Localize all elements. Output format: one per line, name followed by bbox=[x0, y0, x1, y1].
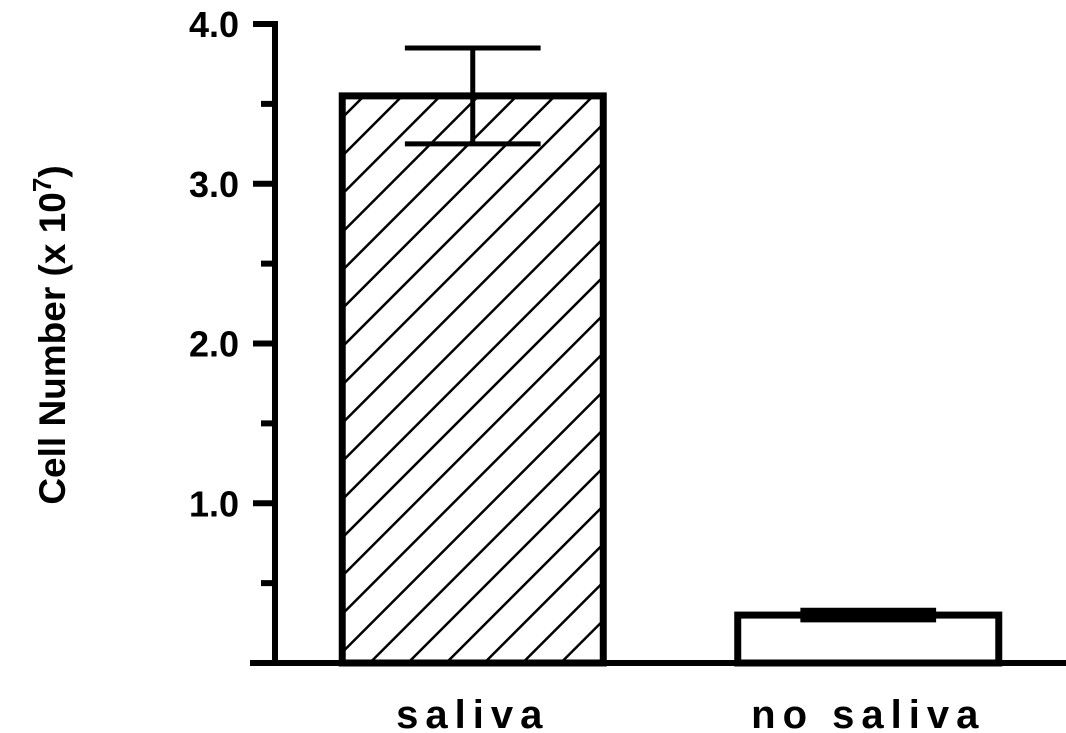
y-axis-title: Cell Number (x 107) bbox=[27, 165, 73, 504]
error-bars-layer bbox=[404, 45, 937, 623]
bars-layer bbox=[338, 92, 1003, 667]
y-tick-label: 2.0 bbox=[189, 324, 239, 365]
y-axis-title-exponent: 7 bbox=[27, 178, 57, 192]
y-axis bbox=[253, 21, 278, 666]
category-label: saliva bbox=[396, 693, 549, 733]
y-tick-label: 3.0 bbox=[189, 164, 239, 205]
category-labels: saliva no saliva bbox=[396, 693, 985, 733]
y-axis-title-suffix: ) bbox=[32, 165, 73, 177]
y-tick-labels: 1.0 2.0 3.0 4.0 bbox=[189, 4, 239, 524]
bar-saliva bbox=[338, 92, 607, 667]
category-label: no saliva bbox=[751, 693, 985, 733]
y-tick-label: 4.0 bbox=[189, 4, 239, 45]
y-tick-label: 1.0 bbox=[189, 483, 239, 524]
y-axis-title-prefix: Cell Number (x 10 bbox=[32, 192, 73, 505]
